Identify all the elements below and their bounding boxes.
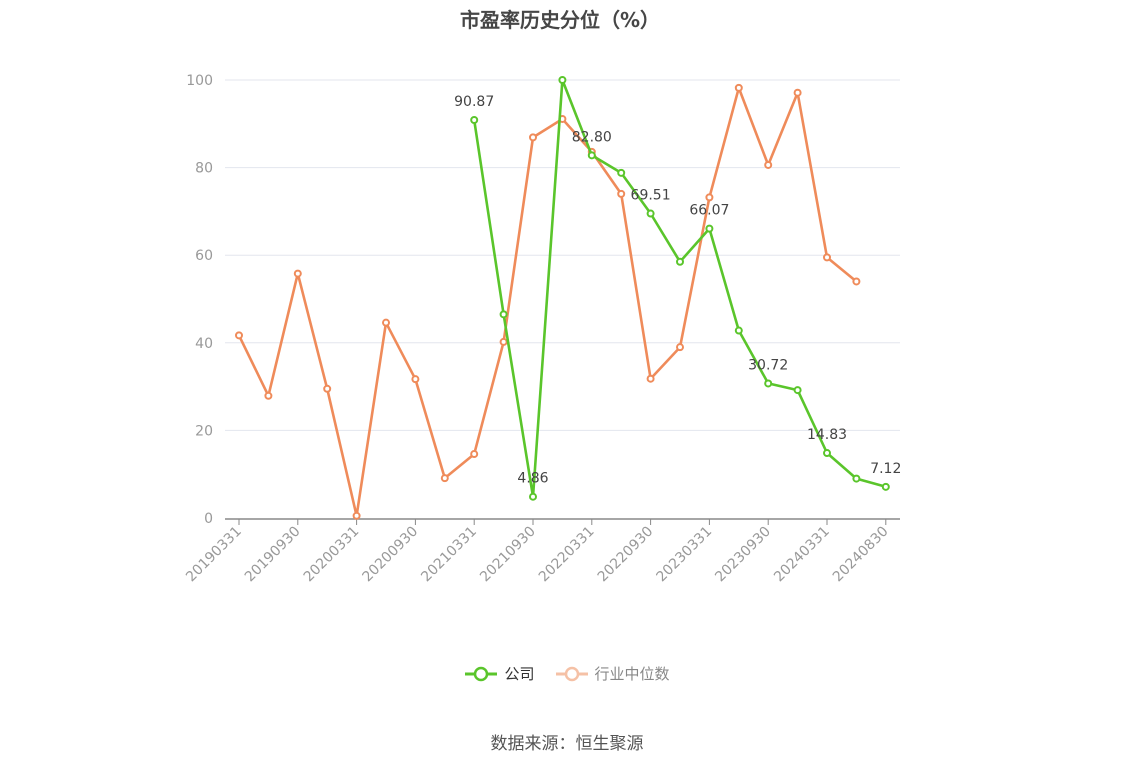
data-point-industry: [323, 384, 332, 393]
data-point-company: [617, 168, 626, 177]
legend-label-industry: 行业中位数: [594, 665, 670, 683]
data-label: 4.86: [517, 471, 548, 487]
y-tick-label: 20: [195, 423, 213, 439]
data-point-industry: [440, 474, 449, 483]
y-tick-label: 60: [195, 248, 213, 264]
data-point-industry: [764, 160, 773, 169]
data-point-industry: [646, 374, 655, 383]
x-tick-label: 20230930: [712, 524, 774, 586]
data-point-industry: [705, 193, 714, 202]
data-point-company: [646, 209, 655, 218]
data-point-industry: [235, 331, 243, 340]
legend-label-company: 公司: [504, 665, 535, 683]
data-label: 66.07: [689, 203, 729, 219]
data-label: 82.80: [572, 129, 612, 145]
data-point-industry: [676, 343, 684, 352]
x-tick-label: 20210331: [418, 524, 480, 586]
data-point-company: [558, 76, 567, 84]
legend-item-industry[interactable]: 行业中位数: [555, 663, 670, 684]
series-lines: [235, 76, 890, 520]
data-point-industry: [734, 83, 743, 92]
y-tick-label: 80: [195, 161, 213, 177]
x-tick-label: 20210930: [477, 524, 539, 586]
data-point-industry: [293, 269, 302, 278]
x-tick-label: 20190331: [183, 524, 245, 586]
legend-item-company[interactable]: 公司: [464, 663, 535, 684]
data-point-industry: [264, 391, 273, 400]
data-point-industry: [823, 253, 831, 262]
x-tick-label: 20200331: [301, 524, 363, 586]
grid-lines: [225, 79, 900, 431]
chart-area: 0 20 40 60 80 100 2019033120190930202003312020…: [183, 73, 901, 585]
data-source: 数据来源：恒生聚源: [490, 734, 644, 754]
data-point-company: [764, 379, 773, 388]
data-point-company: [881, 482, 890, 491]
data-point-company: [734, 326, 743, 335]
y-tick-label: 100: [186, 73, 213, 89]
data-point-company: [529, 492, 537, 501]
chart-title: 市盈率历史分位（%）: [459, 8, 661, 32]
y-tick-label: 0: [204, 511, 213, 527]
data-point-company: [470, 115, 479, 124]
x-tick-label: 20200930: [360, 524, 422, 586]
legend-line-icon-company: [465, 666, 498, 681]
data-point-industry: [617, 189, 626, 198]
data-point-company: [705, 224, 714, 233]
axes: 0 20 40 60 80 100 2019033120190930202003312020…: [183, 73, 900, 585]
data-point-company: [499, 310, 508, 319]
x-tick-label: 20240830: [830, 524, 892, 586]
data-point-company: [676, 257, 684, 266]
data-point-industry: [852, 277, 861, 286]
x-tick-label: 20220331: [536, 524, 598, 586]
data-point-industry: [529, 133, 537, 142]
legend: 公司 行业中位数: [0, 663, 1134, 684]
data-point-industry: [411, 375, 420, 384]
data-point-company: [793, 386, 802, 395]
x-tick-label: 20220930: [595, 524, 657, 586]
data-point-company: [587, 151, 596, 160]
data-point-industry: [352, 511, 361, 520]
data-point-company: [823, 449, 831, 458]
x-tick-label: 20240331: [771, 524, 833, 586]
data-labels: 90.87 4.86 82.80 69.51 66.07 30.72 14.83 7.12: [454, 94, 901, 487]
data-point-industry: [382, 318, 390, 327]
data-point-industry: [470, 450, 479, 459]
data-label: 69.51: [631, 188, 671, 204]
x-tick-label: 20190930: [242, 524, 304, 586]
data-label: 7.12: [870, 461, 901, 477]
data-point-company: [852, 474, 861, 483]
data-label: 90.87: [454, 94, 494, 110]
data-point-industry: [499, 337, 508, 346]
x-tick-label: 20230331: [654, 524, 716, 586]
data-point-industry: [793, 88, 802, 97]
data-label: 14.83: [807, 427, 847, 443]
y-tick-label: 40: [195, 336, 213, 352]
series-line-industry: [237, 86, 858, 518]
data-label: 30.72: [748, 357, 788, 373]
legend-line-icon-industry: [555, 666, 588, 681]
